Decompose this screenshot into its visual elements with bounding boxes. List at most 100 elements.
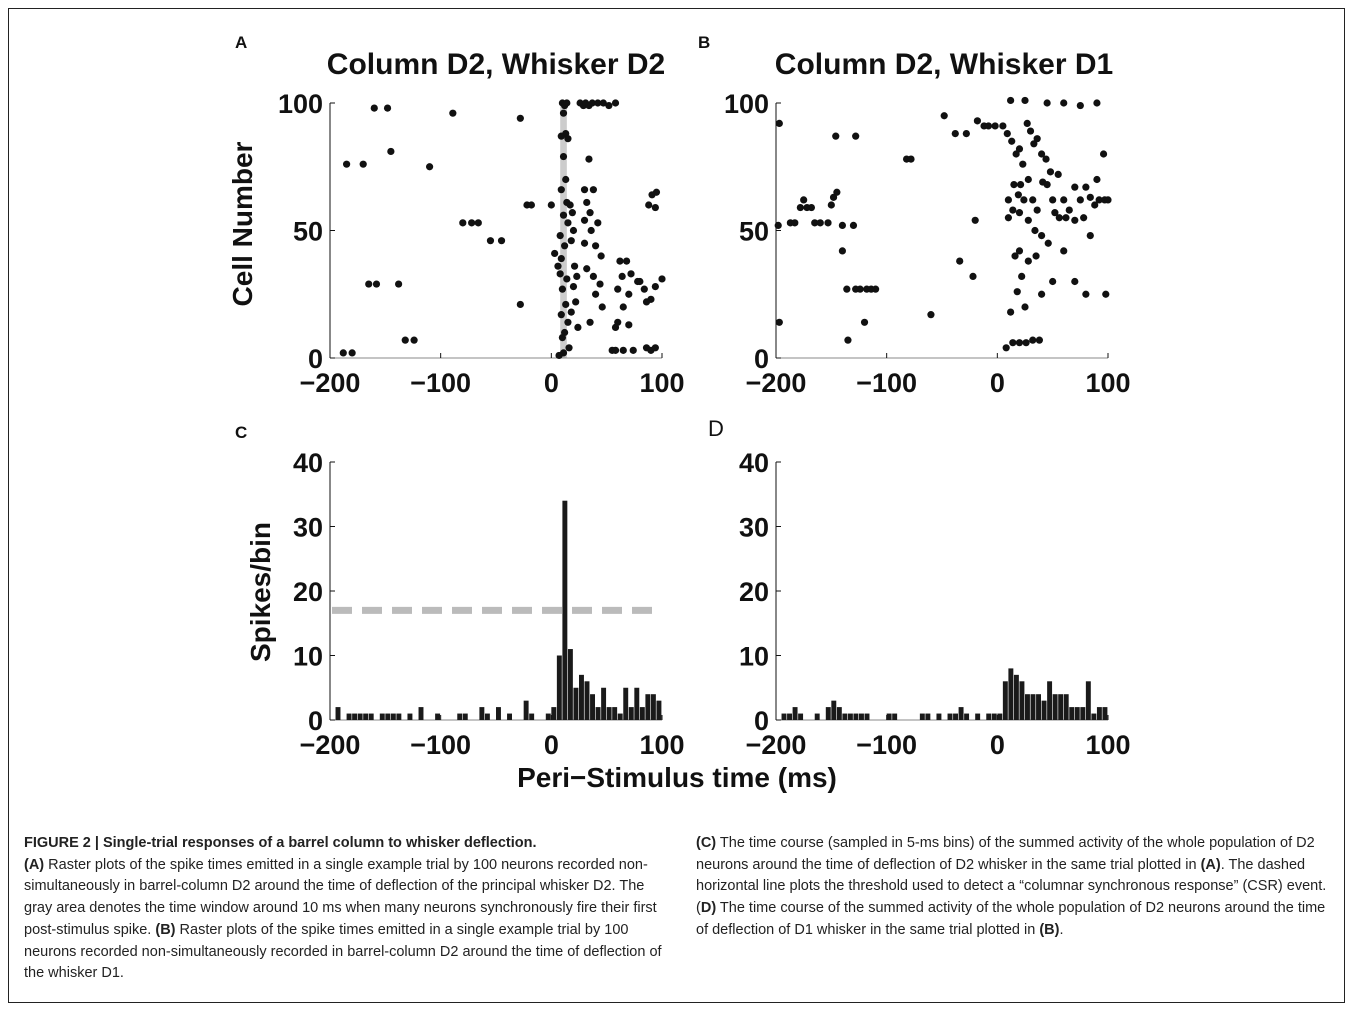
histogram-bar (953, 713, 958, 720)
spike-point (586, 318, 594, 326)
panel-a-ytick-label: 0 (308, 344, 323, 374)
histogram-bar (1096, 707, 1102, 720)
panel-d-ytick-label: 10 (739, 642, 769, 672)
spike-point (562, 175, 570, 184)
spike-point (829, 193, 838, 201)
histogram-bar (836, 707, 842, 720)
spike-point (343, 160, 351, 168)
panel-c-ytick-label: 0 (308, 706, 323, 736)
spike-point (596, 280, 604, 288)
panel-c-ytick-label: 20 (293, 577, 323, 607)
panel-a-ytick-label: 100 (278, 89, 323, 119)
histogram-bar (507, 713, 512, 720)
spike-point (580, 239, 589, 247)
spike-point (565, 344, 573, 352)
raster-y-axis-label: Cell Number (227, 141, 258, 306)
spike-point (838, 221, 847, 229)
histogram-bar (368, 713, 374, 720)
histogram-bar (357, 713, 363, 720)
spike-point (1042, 155, 1050, 163)
spike-point (594, 99, 602, 107)
spike-point (651, 344, 659, 352)
spike-point (348, 349, 356, 357)
spike-point (629, 346, 637, 354)
spike-point (1076, 101, 1084, 110)
histogram-bar (496, 707, 501, 720)
spike-point (1032, 252, 1040, 260)
spike-point (1046, 168, 1055, 176)
spike-point (636, 277, 644, 286)
caption-ref-c: (C) (696, 835, 717, 851)
histogram-bar (573, 687, 579, 720)
spike-point (1013, 288, 1021, 296)
panel-a-time-window (560, 103, 567, 358)
spike-point (1023, 119, 1031, 127)
spike-point (611, 323, 620, 331)
caption-text-b: Raster plots of the spike times emitted … (24, 921, 662, 982)
spike-point (940, 112, 948, 120)
spike-point (459, 219, 467, 227)
spike-point (426, 163, 434, 171)
raster-plot-a: 0 50 100 −200 −100 0 100 (278, 89, 685, 398)
histogram-bar (545, 713, 551, 720)
spike-point (359, 160, 367, 168)
spike-point (572, 298, 580, 306)
histogram-bar (1041, 700, 1047, 720)
panel-d-ytick-label: 20 (739, 577, 769, 607)
histogram-bar (650, 694, 656, 720)
histogram-bar (617, 713, 623, 720)
spike-point (619, 303, 627, 311)
spike-point (558, 285, 567, 293)
spike-point (775, 119, 783, 127)
psth-plot-c: 0 10 20 30 40 −200 −100 0 100 (293, 448, 685, 760)
panel-d-xtick-label: 100 (1085, 730, 1130, 760)
spike-point (999, 122, 1007, 130)
spike-point (597, 252, 605, 260)
histogram-bar (842, 713, 848, 720)
spike-point (563, 275, 571, 283)
histogram-bar (919, 713, 925, 720)
spike-point (1104, 196, 1112, 204)
histogram-bar (1052, 694, 1058, 720)
spike-point (557, 254, 565, 263)
histogram-bar (925, 713, 931, 720)
spike-point (1002, 344, 1010, 352)
spike-point (567, 237, 575, 245)
spike-point (559, 211, 568, 219)
histogram-bar (551, 707, 557, 720)
spike-point (1015, 145, 1024, 153)
histogram-bar (1047, 681, 1053, 720)
spike-point (1049, 277, 1057, 286)
spike-point (1071, 183, 1079, 191)
spike-point (592, 290, 600, 298)
spike-point (1060, 99, 1068, 107)
spike-point (497, 237, 506, 245)
spike-point (557, 186, 565, 194)
spike-point (1024, 216, 1032, 224)
histogram-bar (595, 707, 601, 720)
spike-point (1044, 239, 1052, 247)
spike-point (611, 99, 620, 107)
spike-point (1022, 339, 1030, 347)
histogram-bar (1058, 694, 1064, 720)
panel-d-ytick-label: 30 (739, 513, 769, 543)
panel-d-xtick-label: −100 (856, 730, 917, 760)
histogram-bar (825, 707, 831, 720)
spike-point (589, 186, 597, 194)
panel-c-ytick-label: 30 (293, 513, 323, 543)
spike-point (843, 285, 851, 293)
panel-b-xtick-label: 100 (1085, 368, 1130, 398)
spike-point (383, 104, 392, 112)
spike-point (1076, 196, 1084, 204)
spike-point (956, 257, 964, 265)
spike-point (856, 285, 864, 293)
spike-point (468, 219, 476, 227)
spike-point (516, 114, 524, 122)
histogram-bar (1036, 694, 1041, 720)
panel-letter-b: B (698, 33, 710, 52)
spike-point (807, 203, 816, 212)
spike-point (401, 336, 409, 344)
spike-point (962, 130, 970, 138)
spike-point (791, 219, 799, 227)
panel-d-xtick-label: −200 (746, 730, 807, 760)
